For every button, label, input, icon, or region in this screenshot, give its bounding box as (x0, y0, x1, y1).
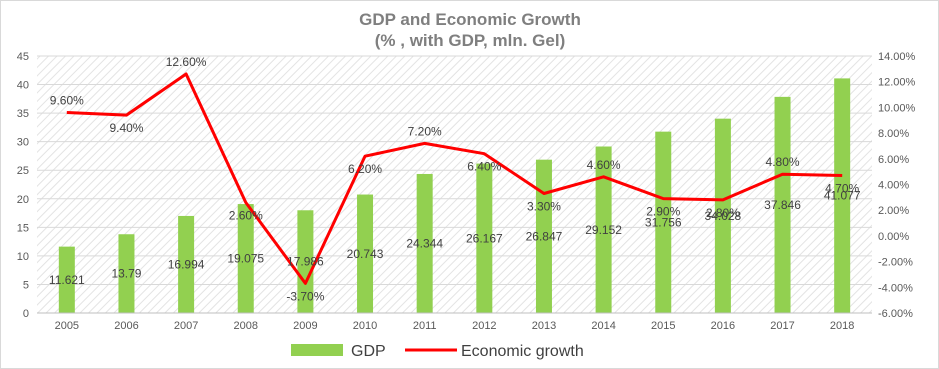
right-axis-tick-label: -6.00% (878, 308, 913, 320)
growth-data-label: 3.30% (527, 199, 561, 213)
right-axis-tick-label: 4.00% (878, 180, 909, 192)
gdp-bar (237, 204, 254, 313)
chart-title-line-2: (% , with GDP, mln. Gel) (375, 31, 566, 50)
x-axis: 2005 2006 2007 2008 2009 2010 2011 2012 2013 2014… (37, 312, 872, 332)
legend: GDP Economic growth (291, 343, 584, 360)
economic-growth-polyline (66, 72, 843, 285)
right-axis-tick-label: 12.00% (878, 77, 916, 89)
x-axis-tick-label: 2006 (114, 320, 138, 332)
gdp-data-label: 34.028 (705, 209, 742, 223)
gdp-data-label: 29.152 (585, 223, 622, 237)
chart-title: GDP and Economic Growth (% , with GDP, m… (359, 10, 581, 50)
gdp-bar (655, 131, 672, 313)
gdp-data-label: 24.344 (406, 236, 443, 250)
gdp-bar (774, 96, 791, 313)
growth-data-label: 2.80% (706, 206, 740, 220)
x-axis-tick-label: 2010 (353, 320, 377, 332)
chart-title-line-1: GDP and Economic Growth (359, 10, 581, 29)
gdp-data-label: 11.621 (49, 273, 85, 287)
growth-data-label: 9.40% (109, 121, 143, 135)
right-axis-tick-label: 2.00% (878, 205, 909, 217)
left-axis-tick-label: 40 (17, 80, 29, 92)
x-axis-tick-label: 2012 (472, 320, 496, 332)
growth-data-label: 4.80% (766, 155, 800, 169)
right-axis: -6.00% -4.00% -2.00% 0.00% 2.00% 4.00% 6.00% 8.… (878, 51, 916, 320)
right-axis-tick-label: 6.00% (878, 154, 909, 166)
gdp-data-label: 16.994 (168, 257, 205, 271)
right-axis-tick-label: -4.00% (878, 282, 913, 294)
x-axis-tick-label: 2013 (532, 320, 556, 332)
gdp-data-label: 20.743 (347, 247, 384, 261)
gdp-data-label: 31.756 (645, 215, 682, 229)
growth-data-label: 2.60% (229, 208, 263, 222)
growth-data-label: 9.60% (50, 94, 84, 108)
right-axis-tick-label: 8.00% (878, 128, 909, 140)
x-axis-tick-label: 2005 (55, 320, 79, 332)
gdp-bar (476, 163, 493, 313)
left-axis-tick-label: 0 (23, 308, 29, 320)
growth-data-label: -3.70% (286, 289, 324, 303)
plot-area (37, 56, 872, 313)
x-axis-tick-label: 2009 (293, 320, 317, 332)
left-axis-tick-label: 15 (17, 222, 29, 234)
x-axis-tick-label: 2015 (651, 320, 675, 332)
gdp-bar (297, 210, 314, 313)
left-axis-tick-label: 45 (17, 51, 29, 63)
gdp-bar (416, 173, 433, 313)
growth-data-label: 7.20% (408, 124, 442, 138)
growth-data-label: 4.70% (825, 182, 859, 196)
left-axis-tick-label: 35 (17, 108, 29, 120)
x-axis-tick-label: 2017 (770, 320, 794, 332)
gdp-data-label: 17.986 (287, 255, 324, 269)
left-axis-tick-label: 5 (23, 279, 29, 291)
gdp-data-label: 37.846 (764, 198, 801, 212)
right-axis-tick-label: 10.00% (878, 102, 916, 114)
left-axis: 0 5 10 15 20 25 30 35 40 45 (17, 51, 29, 320)
economic-growth-line (66, 72, 843, 285)
x-axis-tick-label: 2011 (413, 320, 437, 332)
gdp-bar (357, 194, 374, 313)
gdp-data-label: 26.847 (526, 229, 563, 243)
x-axis-tick-label: 2018 (830, 320, 854, 332)
gdp-data-label: 13.79 (111, 267, 141, 281)
left-axis-tick-label: 30 (17, 137, 29, 149)
gdp-data-label: 26.167 (466, 231, 503, 245)
growth-data-label: 12.60% (166, 55, 207, 69)
left-axis-tick-label: 10 (17, 251, 29, 263)
x-axis-tick-label: 2007 (174, 320, 198, 332)
gdp-bar (178, 215, 195, 313)
growth-data-label: 4.60% (587, 158, 621, 172)
legend-label-economic-growth: Economic growth (461, 343, 584, 360)
gdp-bar (535, 159, 552, 313)
x-axis-tick-label: 2016 (711, 320, 735, 332)
gridlines (37, 55, 872, 314)
gdp-bar (714, 118, 731, 313)
left-axis-tick-label: 25 (17, 165, 29, 177)
gdp-data-label: 41.077 (824, 189, 861, 203)
x-axis-tick-label: 2014 (591, 320, 615, 332)
gdp-bar (834, 78, 851, 313)
gdp-bar (58, 246, 75, 313)
growth-data-label: 6.20% (348, 162, 382, 176)
growth-data-labels: 9.60% 9.40% 12.60% 2.60% -3.70% 6.20% 7.20% 6.4… (50, 55, 860, 303)
right-axis-tick-label: 0.00% (878, 231, 909, 243)
gdp-bar (118, 234, 135, 313)
growth-data-label: 2.90% (646, 205, 680, 219)
right-axis-tick-label: 14.00% (878, 51, 916, 63)
x-axis-tick-label: 2008 (234, 320, 258, 332)
gdp-data-label: 19.075 (227, 252, 264, 266)
legend-label-gdp: GDP (351, 343, 386, 360)
gdp-data-labels: 11.621 13.79 16.994 19.075 17.986 20.743 24.34… (49, 189, 861, 287)
growth-data-label: 6.40% (467, 160, 501, 174)
gdp-bars (58, 78, 851, 313)
right-axis-tick-label: -2.00% (878, 257, 913, 269)
legend-swatch-gdp (291, 344, 343, 356)
left-axis-tick-label: 20 (17, 194, 29, 206)
gdp-bar (595, 146, 612, 313)
